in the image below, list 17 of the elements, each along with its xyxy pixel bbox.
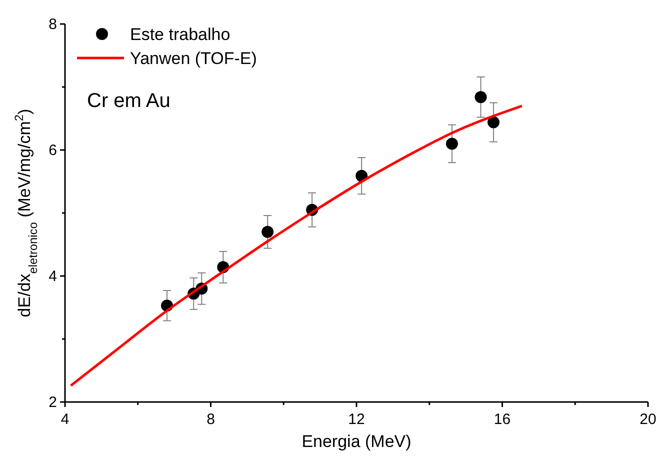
x-tick-label: 16 xyxy=(494,411,511,428)
point xyxy=(446,138,458,150)
x-tick-label: 20 xyxy=(640,411,656,428)
legend-label: Este trabalho xyxy=(130,25,230,44)
y-tick-label: 6 xyxy=(48,142,57,159)
x-tick-label: 12 xyxy=(348,411,365,428)
y-tick-label: 8 xyxy=(48,16,57,33)
point xyxy=(488,116,500,128)
point xyxy=(474,91,487,104)
annotation: Cr em Au xyxy=(87,90,170,112)
y-tick-label: 4 xyxy=(48,268,57,285)
x-axis-title: Energia (MeV) xyxy=(302,432,412,451)
legend-label: Yanwen (TOF-E) xyxy=(130,49,257,68)
x-tick-label: 8 xyxy=(206,411,215,428)
point xyxy=(262,226,274,238)
y-tick-label: 2 xyxy=(48,394,57,411)
x-tick-label: 4 xyxy=(60,411,70,428)
